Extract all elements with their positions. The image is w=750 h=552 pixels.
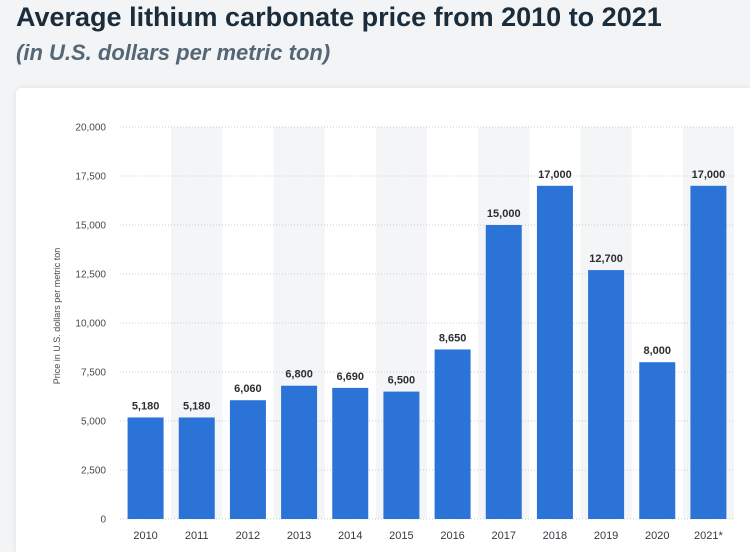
x-tick-label: 2015 bbox=[389, 530, 413, 542]
bar-2012[interactable] bbox=[229, 400, 266, 519]
bar-chart: 0 2,500 5,000 7,500 10,000 12,500 15,000 17,500… bbox=[52, 123, 734, 542]
y-tick-label: 12,500 bbox=[75, 270, 106, 281]
y-tick-label: 15,000 bbox=[75, 221, 106, 232]
bar-2011[interactable] bbox=[178, 417, 215, 519]
y-tick-label: 17,500 bbox=[75, 172, 106, 183]
bar-2013[interactable] bbox=[281, 385, 318, 519]
chart-card: 0 2,500 5,000 7,500 10,000 12,500 15,000 17,500… bbox=[16, 88, 750, 552]
data-label: 12,700 bbox=[589, 253, 623, 265]
bar-2021[interactable] bbox=[690, 185, 727, 520]
data-label: 17,000 bbox=[692, 169, 726, 181]
x-tick-label: 2021* bbox=[694, 530, 723, 542]
bar-2015[interactable] bbox=[383, 391, 420, 519]
x-tick-label: 2017 bbox=[492, 530, 516, 542]
data-label: 8,650 bbox=[439, 332, 467, 344]
x-tick-label: 2019 bbox=[594, 530, 618, 542]
x-tick-label: 2016 bbox=[440, 530, 464, 542]
data-label: 6,690 bbox=[336, 371, 364, 383]
bar-2018[interactable] bbox=[536, 185, 573, 520]
y-tick-label: 10,000 bbox=[75, 319, 106, 330]
y-tick-label: 5,000 bbox=[81, 417, 106, 428]
chart-subtitle: (in U.S. dollars per metric ton) bbox=[16, 40, 331, 65]
x-tick-label: 2013 bbox=[287, 530, 311, 542]
x-tick-label: 2012 bbox=[236, 530, 260, 542]
bar-2017[interactable] bbox=[485, 225, 522, 519]
chart-title: Average lithium carbonate price from 201… bbox=[16, 2, 662, 32]
data-label: 17,000 bbox=[538, 169, 572, 181]
x-tick-label: 2020 bbox=[645, 530, 669, 542]
y-tick-label: 7,500 bbox=[81, 368, 106, 379]
data-label: 6,060 bbox=[234, 383, 262, 395]
data-label: 8,000 bbox=[643, 345, 671, 357]
x-tick-label: 2014 bbox=[338, 530, 362, 542]
x-tick-label: 2018 bbox=[543, 530, 567, 542]
data-label: 5,180 bbox=[183, 400, 211, 412]
data-label: 5,180 bbox=[132, 400, 160, 412]
bar-2020[interactable] bbox=[639, 362, 676, 519]
bar-2010[interactable] bbox=[127, 417, 164, 519]
x-tick-label: 2011 bbox=[185, 530, 209, 542]
data-label: 6,500 bbox=[388, 375, 416, 387]
bar-2014[interactable] bbox=[332, 387, 369, 519]
y-tick-label: 20,000 bbox=[75, 123, 106, 134]
y-axis-title: Price in U.S. dollars per metric ton bbox=[52, 248, 62, 385]
x-tick-label: 2010 bbox=[133, 530, 157, 542]
y-tick-label: 0 bbox=[100, 515, 106, 526]
data-label: 6,800 bbox=[285, 369, 313, 381]
data-label: 15,000 bbox=[487, 208, 521, 220]
y-tick-label: 2,500 bbox=[81, 466, 106, 477]
bar-2016[interactable] bbox=[434, 349, 471, 519]
bar-2019[interactable] bbox=[588, 270, 625, 519]
